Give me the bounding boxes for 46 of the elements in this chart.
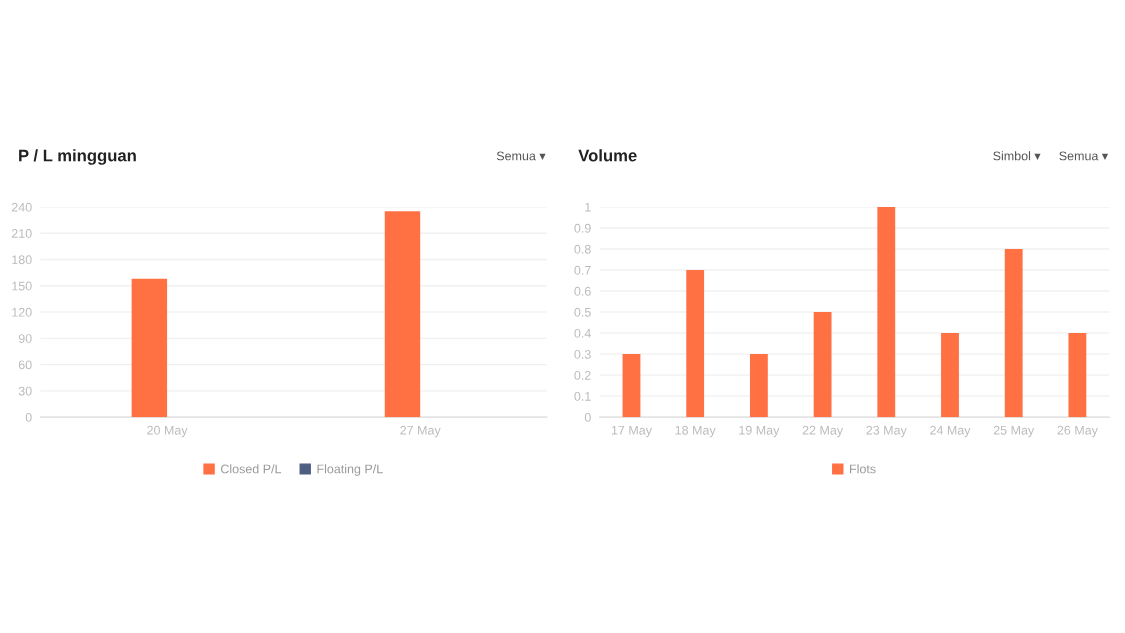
bar <box>622 354 641 418</box>
y-tick-label: 240 <box>11 202 32 212</box>
y-tick-label: 0.4 <box>574 328 591 338</box>
y-tick-label: 0.2 <box>574 370 591 380</box>
y-tick-label: 0.5 <box>574 307 591 317</box>
x-tick-label: 23 May <box>866 425 907 438</box>
y-tick-label: 0.7 <box>574 265 591 275</box>
bar <box>813 312 832 418</box>
x-tick-label: 26 May <box>1057 425 1098 438</box>
y-tick-label: 90 <box>18 334 32 343</box>
x-tick-label: 19 May <box>739 425 780 438</box>
bar <box>686 270 705 418</box>
bar <box>877 206 896 418</box>
y-tick-label: 1 <box>585 202 591 212</box>
x-tick-label: 20 May <box>147 425 188 438</box>
y-tick-label: 150 <box>12 281 32 291</box>
legend-label: Closed P/L <box>220 464 282 474</box>
y-tick-label: 0.9 <box>574 223 591 233</box>
bar <box>1068 333 1087 418</box>
text: Semua ▾ <box>496 151 546 161</box>
bar <box>749 354 768 418</box>
legend-label: Floating P/L <box>317 464 383 476</box>
x-tick-label: 22 May <box>802 425 844 438</box>
y-tick-label: 210 <box>11 229 32 238</box>
y-tick-label: 60 <box>18 360 32 370</box>
x-tick-label: 18 May <box>675 425 716 438</box>
x-tick-label: 27 May <box>400 425 441 438</box>
y-tick-label: 30 <box>18 386 32 396</box>
bar <box>1004 249 1023 418</box>
x-tick-label: 24 May <box>930 425 971 438</box>
x-tick-label: 25 May <box>993 425 1035 438</box>
legend-label: Flots <box>850 464 876 474</box>
chart-title: P / L mingguan <box>19 149 136 165</box>
y-tick-label: 0.3 <box>574 349 591 359</box>
chart-title: Volume <box>578 149 637 162</box>
y-tick-label: 180 <box>12 255 32 265</box>
y-tick-label: 0 <box>25 412 32 422</box>
bar <box>941 333 959 418</box>
y-tick-label: 0.8 <box>574 244 591 254</box>
text: Simbol ▾ <box>993 151 1041 161</box>
y-tick-label: 120 <box>12 307 32 317</box>
y-tick-label: 0 <box>584 412 591 422</box>
x-tick-label: 17 May <box>611 425 652 438</box>
y-tick-label: 0.1 <box>574 391 591 401</box>
y-tick-label: 0.6 <box>574 286 591 296</box>
text: Semua ▾ <box>1059 151 1109 161</box>
